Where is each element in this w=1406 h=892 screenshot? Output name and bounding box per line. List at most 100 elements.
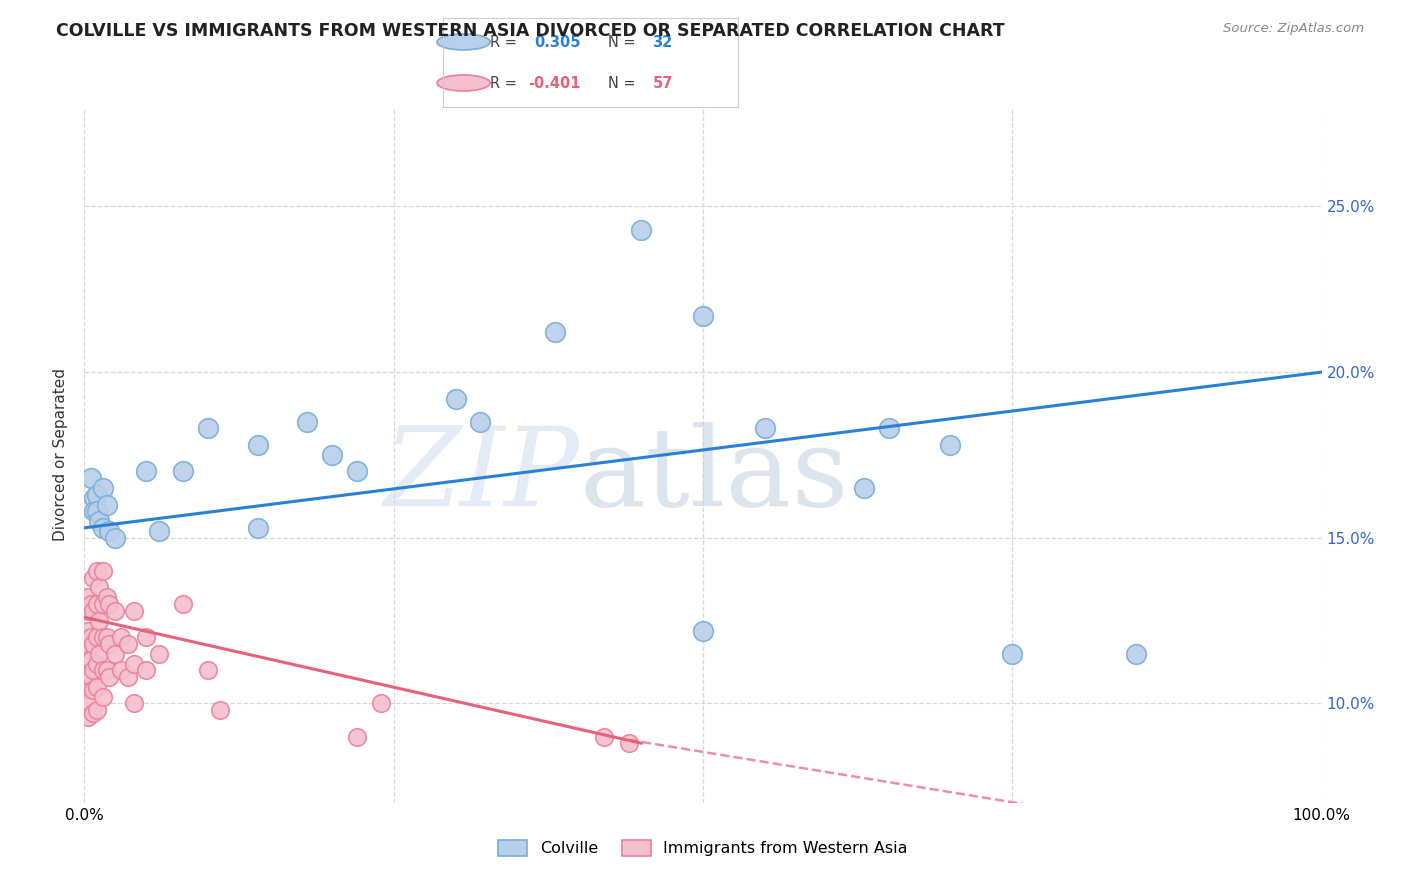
Text: 0.305: 0.305 <box>534 36 581 50</box>
Point <box>209 703 232 717</box>
Point <box>79 630 101 644</box>
Point <box>110 630 132 644</box>
Point <box>543 326 565 340</box>
Point <box>96 630 118 644</box>
Point <box>77 604 100 618</box>
Point <box>135 465 157 479</box>
Text: 32: 32 <box>652 36 673 50</box>
Point <box>692 624 714 638</box>
Point <box>321 448 343 462</box>
Point <box>346 465 368 479</box>
Point <box>370 697 392 711</box>
Point <box>82 663 104 677</box>
Point <box>135 630 157 644</box>
Point <box>77 624 100 638</box>
Point <box>89 614 111 628</box>
Point <box>86 657 108 671</box>
Text: ZIP: ZIP <box>384 422 579 530</box>
Text: Source: ZipAtlas.com: Source: ZipAtlas.com <box>1223 22 1364 36</box>
Point <box>122 657 145 671</box>
Circle shape <box>437 34 491 50</box>
Point <box>122 604 145 618</box>
Point <box>110 663 132 677</box>
Point <box>82 637 104 651</box>
Text: COLVILLE VS IMMIGRANTS FROM WESTERN ASIA DIVORCED OR SEPARATED CORRELATION CHART: COLVILLE VS IMMIGRANTS FROM WESTERN ASIA… <box>56 22 1005 40</box>
Point <box>86 488 108 502</box>
Point <box>82 706 104 721</box>
Point <box>79 471 101 485</box>
Point <box>91 564 114 578</box>
Point <box>91 521 114 535</box>
Point <box>91 597 114 611</box>
Y-axis label: Divorced or Separated: Divorced or Separated <box>53 368 69 541</box>
Point <box>877 421 900 435</box>
Text: N =: N = <box>609 36 641 50</box>
Circle shape <box>437 75 491 91</box>
Point <box>91 663 114 677</box>
Point <box>617 736 640 750</box>
Point <box>77 670 100 684</box>
Point <box>89 581 111 595</box>
Point <box>83 504 105 518</box>
Point <box>86 630 108 644</box>
Point <box>852 481 875 495</box>
Point <box>91 630 114 644</box>
Point <box>98 637 121 651</box>
Point <box>91 481 114 495</box>
Point <box>470 415 492 429</box>
Point <box>96 498 118 512</box>
Point <box>98 597 121 611</box>
Point <box>96 663 118 677</box>
Point <box>692 309 714 323</box>
Point <box>135 663 157 677</box>
Point <box>117 670 139 684</box>
Text: -0.401: -0.401 <box>529 77 581 91</box>
Point <box>1001 647 1024 661</box>
Point <box>83 491 105 505</box>
Point <box>82 604 104 618</box>
Point <box>89 647 111 661</box>
Text: N =: N = <box>609 77 641 91</box>
Point <box>89 514 111 528</box>
Text: R =: R = <box>491 36 522 50</box>
Point <box>77 683 100 698</box>
Point <box>79 653 101 667</box>
Point <box>197 663 219 677</box>
Point <box>86 703 108 717</box>
Point <box>148 647 170 661</box>
Point <box>77 653 100 667</box>
Point <box>754 421 776 435</box>
Point <box>96 591 118 605</box>
Point <box>79 670 101 684</box>
Point <box>122 697 145 711</box>
Point <box>444 392 467 406</box>
Point <box>104 531 127 545</box>
Point <box>295 415 318 429</box>
Text: R =: R = <box>491 77 522 91</box>
Point <box>939 438 962 452</box>
Text: atlas: atlas <box>579 422 849 529</box>
Point <box>197 421 219 435</box>
Point <box>104 647 127 661</box>
Point <box>630 222 652 236</box>
Point <box>79 597 101 611</box>
Point <box>77 697 100 711</box>
Point <box>172 597 194 611</box>
Legend: Colville, Immigrants from Western Asia: Colville, Immigrants from Western Asia <box>491 832 915 864</box>
Point <box>246 438 269 452</box>
Text: 57: 57 <box>652 77 673 91</box>
Point <box>98 524 121 538</box>
Point <box>104 604 127 618</box>
Point <box>117 637 139 651</box>
Point <box>82 570 104 584</box>
Point <box>172 465 194 479</box>
Point <box>86 680 108 694</box>
Point <box>86 564 108 578</box>
Point <box>86 597 108 611</box>
Point <box>86 504 108 518</box>
Point <box>77 591 100 605</box>
Point <box>1125 647 1147 661</box>
Point <box>77 709 100 723</box>
Point <box>593 730 616 744</box>
Point <box>91 690 114 704</box>
